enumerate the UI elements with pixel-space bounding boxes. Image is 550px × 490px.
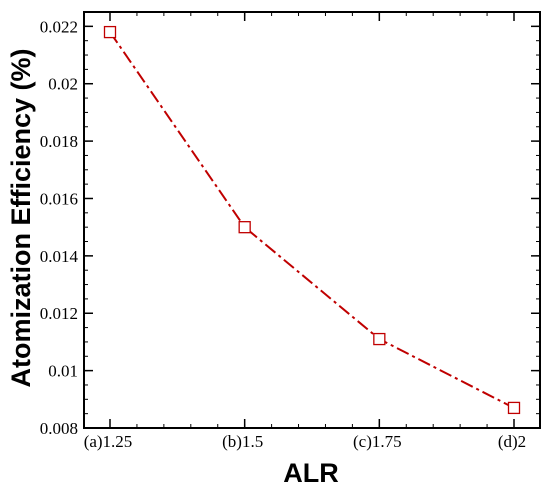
data-point-marker [238,221,251,234]
y-tick-label: 0.008 [40,419,78,438]
plot-frame [83,11,541,429]
x-tick-label: (a)1.25 [84,432,133,451]
x-axis-title: ALR [283,458,339,488]
y-tick-label: 0.02 [48,75,78,94]
y-tick-label: 0.012 [40,304,78,323]
y-tick-label: 0.018 [40,132,78,151]
y-tick-label: 0.01 [48,362,78,381]
series-line [109,31,515,409]
data-point-marker [507,401,521,415]
y-axis-title: Atomization Efficiency (%) [6,48,36,387]
y-tick-label: 0.014 [40,247,79,266]
data-point-marker [373,332,386,346]
y-tick-label: 0.016 [40,189,78,208]
x-tick-label: (d)2 [498,432,526,451]
data-point-marker [103,25,117,39]
y-tick-label: 0.022 [40,17,78,36]
x-tick-label: (c)1.75 [353,432,402,451]
x-tick-label: (b)1.5 [222,432,263,451]
